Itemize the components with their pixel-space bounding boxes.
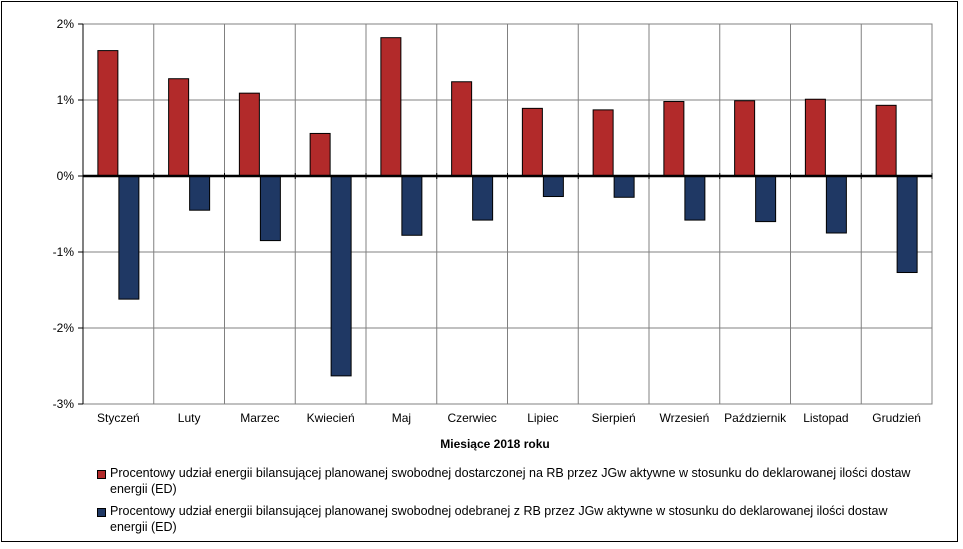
x-tick-label: Listopad <box>803 411 848 425</box>
bar-series-1-1 <box>97 50 119 177</box>
bar-series-1-6 <box>451 81 473 177</box>
bar-series-2-10 <box>755 175 777 223</box>
bar-series-2-11 <box>825 175 847 234</box>
bar-series-1-5 <box>380 37 402 177</box>
chart-frame <box>1 1 958 542</box>
x-tick-label: Marzec <box>240 411 279 425</box>
x-tick-label: Październik <box>724 411 787 425</box>
legend-label-series-2: Procentowy udział energii bilansującej p… <box>110 504 888 534</box>
x-tick-label: Styczeń <box>97 411 140 425</box>
y-tick-label: -1% <box>53 245 75 259</box>
x-tick-label: Luty <box>178 411 201 425</box>
axes <box>78 23 933 405</box>
x-tick-label: Grudzień <box>872 411 921 425</box>
bar-series-2-6 <box>472 175 494 221</box>
gridlines <box>82 23 933 405</box>
y-tick-label: 2% <box>57 17 75 31</box>
x-tick-label: Wrzesień <box>659 411 709 425</box>
bar-series-2-12 <box>896 175 918 274</box>
bar-series-1-2 <box>168 78 190 177</box>
bar-series-1-9 <box>663 101 685 177</box>
legend-swatch-series-2 <box>97 508 106 517</box>
x-axis-title: Miesiące 2018 roku <box>440 437 549 451</box>
bar-series-1-7 <box>521 107 543 177</box>
legend-item-series-1: Procentowy udział energii bilansującej p… <box>97 465 917 497</box>
y-tick-label: -2% <box>53 321 75 335</box>
bar-series-2-8 <box>613 175 635 198</box>
y-tick-label: -3% <box>53 397 75 411</box>
legend-swatch-series-1 <box>97 470 106 479</box>
bar-series-1-4 <box>309 132 331 177</box>
y-axis-tick-labels: 2% 1% 0% -1% -2% -3% <box>53 17 75 411</box>
x-axis-tick-labels: Styczeń Luty Marzec Kwiecień Maj Czerwiec Lipi… <box>97 411 921 425</box>
bars <box>97 37 918 377</box>
bar-series-1-8 <box>592 109 614 177</box>
bar-series-2-1 <box>118 175 140 300</box>
bar-series-1-12 <box>875 104 897 177</box>
x-tick-label: Sierpień <box>592 411 636 425</box>
bar-series-2-5 <box>401 175 423 236</box>
bar-series-2-9 <box>684 175 706 221</box>
legend-label-series-1: Procentowy udział energii bilansującej p… <box>110 466 911 496</box>
bar-series-2-2 <box>189 175 211 211</box>
bar-series-2-3 <box>259 175 281 242</box>
x-tick-label: Czerwiec <box>447 411 496 425</box>
bar-series-1-3 <box>238 92 260 177</box>
bar-series-2-7 <box>542 175 564 198</box>
legend-item-series-2: Procentowy udział energii bilansującej p… <box>97 503 917 535</box>
y-tick-label: 0% <box>57 169 75 183</box>
bar-series-1-11 <box>804 98 826 177</box>
x-tick-label: Lipiec <box>527 411 558 425</box>
bar-series-2-4 <box>330 175 352 377</box>
x-tick-label: Maj <box>392 411 411 425</box>
bar-series-1-10 <box>734 100 756 177</box>
x-tick-label: Kwiecień <box>307 411 355 425</box>
y-tick-label: 1% <box>57 93 75 107</box>
